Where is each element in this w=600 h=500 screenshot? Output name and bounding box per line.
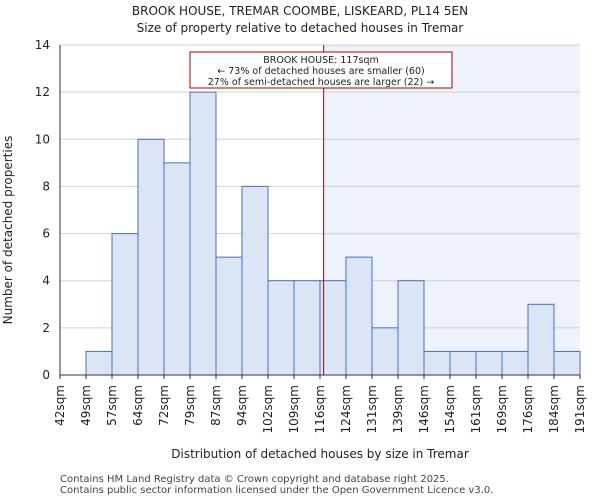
x-tick-label: 191sqm: [573, 385, 587, 433]
plot-area: 0 2 4 6 8 10 12 14 42sqm 49sqm 57sqm 64sqm 72sqm 79sq…: [35, 38, 587, 433]
annotation-line-2: ← 73% of detached houses are smaller (60…: [217, 66, 424, 77]
x-tick-label: 161sqm: [469, 385, 483, 433]
annotation-line-3: 27% of semi-detached houses are larger (…: [208, 77, 435, 88]
x-tick-label: 94sqm: [235, 385, 249, 426]
y-tick-label: 12: [35, 85, 50, 99]
bar: [241, 185, 269, 376]
x-axis-label: Distribution of detached houses by size …: [171, 447, 469, 461]
bar: [319, 280, 347, 376]
x-tick-label: 79sqm: [183, 385, 197, 426]
y-tick-label: 8: [42, 179, 50, 193]
bar: [85, 350, 113, 376]
footer-copyright: Contains HM Land Registry data © Crown c…: [60, 474, 449, 485]
x-tick-label: 64sqm: [131, 385, 145, 426]
annotation-line-1: BROOK HOUSE: 117sqm: [263, 55, 379, 66]
x-tick-label: 139sqm: [391, 385, 405, 433]
bar: [215, 256, 243, 376]
x-tick-label: 49sqm: [79, 385, 93, 426]
bar: [423, 350, 451, 376]
bar: [345, 256, 373, 376]
x-tick-label: 176sqm: [521, 385, 535, 433]
bar: [553, 350, 581, 376]
x-tick-label: 109sqm: [287, 385, 301, 433]
y-tick-label: 4: [42, 274, 50, 288]
x-tick-label: 102sqm: [261, 385, 275, 433]
x-tick-label: 146sqm: [417, 385, 431, 433]
y-tick-label: 10: [35, 132, 50, 146]
bar: [527, 303, 555, 376]
x-tick-label: 184sqm: [547, 385, 561, 433]
bar: [189, 91, 217, 376]
bar: [371, 327, 399, 376]
x-tick-label: 131sqm: [365, 385, 379, 433]
bar: [267, 280, 295, 376]
bar: [449, 350, 477, 376]
x-tick-label: 116sqm: [313, 385, 327, 433]
bar: [475, 350, 503, 376]
y-tick-label: 14: [35, 38, 50, 52]
bar: [111, 233, 139, 376]
x-tick-label: 87sqm: [209, 385, 223, 426]
x-tick-label: 57sqm: [105, 385, 119, 426]
bar: [397, 280, 425, 376]
chart-subtitle: Size of property relative to detached ho…: [137, 21, 464, 35]
x-tick-label: 154sqm: [443, 385, 457, 433]
footer-licence: Contains public sector information licen…: [60, 485, 494, 496]
x-tick-label: 42sqm: [53, 385, 67, 426]
annotation-box: [189, 51, 453, 89]
bar: [137, 138, 165, 376]
y-tick-label: 0: [42, 368, 50, 382]
y-tick-label: 2: [42, 321, 50, 335]
y-tick-label: 6: [42, 227, 50, 241]
bar: [163, 162, 191, 376]
x-tick-label: 72sqm: [157, 385, 171, 426]
bar: [501, 350, 529, 376]
bar: [293, 280, 321, 376]
x-tick-label: 124sqm: [339, 385, 353, 433]
y-axis-label: Number of detached properties: [1, 136, 15, 325]
x-tick-label: 169sqm: [495, 385, 509, 433]
chart-title: BROOK HOUSE, TREMAR COOMBE, LISKEARD, PL…: [132, 4, 468, 18]
